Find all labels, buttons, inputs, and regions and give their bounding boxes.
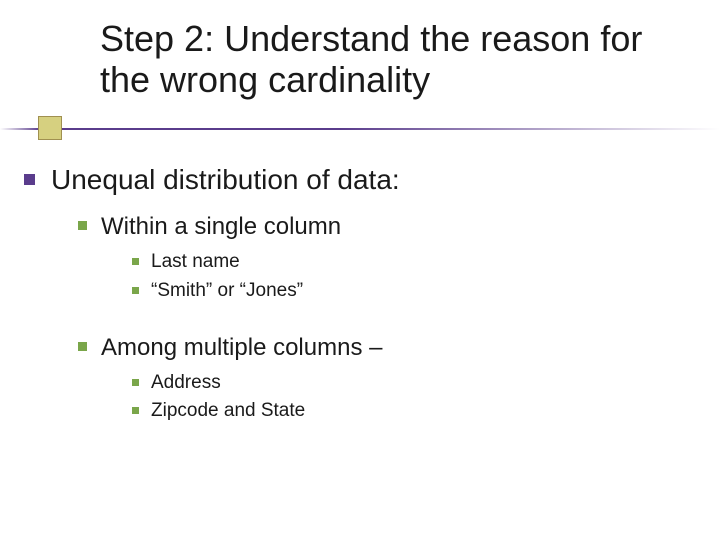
bullet-level2: Among multiple columns – xyxy=(78,332,690,363)
bullet-level3: Zipcode and State xyxy=(132,399,690,424)
slide-body: Unequal distribution of data: Within a s… xyxy=(24,162,690,426)
square-bullet-icon xyxy=(78,221,87,230)
title-underline xyxy=(0,128,720,130)
accent-square xyxy=(38,116,62,140)
bullet-level1: Unequal distribution of data: xyxy=(24,162,690,197)
slide: Step 2: Understand the reason for the wr… xyxy=(0,0,720,540)
bullet-level3: “Smith” or “Jones” xyxy=(132,279,690,304)
level2-text: Within a single column xyxy=(101,211,341,242)
square-bullet-icon xyxy=(24,174,35,185)
slide-title: Step 2: Understand the reason for the wr… xyxy=(100,18,700,101)
square-bullet-icon xyxy=(132,258,139,265)
level3-text: “Smith” or “Jones” xyxy=(151,279,303,304)
bullet-level3: Address xyxy=(132,371,690,396)
square-bullet-icon xyxy=(132,287,139,294)
level3-text: Zipcode and State xyxy=(151,399,305,424)
level3-text: Last name xyxy=(151,250,240,275)
level3-text: Address xyxy=(151,371,221,396)
spacer xyxy=(24,306,690,322)
bullet-level2: Within a single column xyxy=(78,211,690,242)
bullet-level3: Last name xyxy=(132,250,690,275)
square-bullet-icon xyxy=(78,342,87,351)
square-bullet-icon xyxy=(132,407,139,414)
level1-text: Unequal distribution of data: xyxy=(51,162,400,197)
level2-text: Among multiple columns – xyxy=(101,332,382,363)
square-bullet-icon xyxy=(132,379,139,386)
title-container: Step 2: Understand the reason for the wr… xyxy=(100,18,700,101)
